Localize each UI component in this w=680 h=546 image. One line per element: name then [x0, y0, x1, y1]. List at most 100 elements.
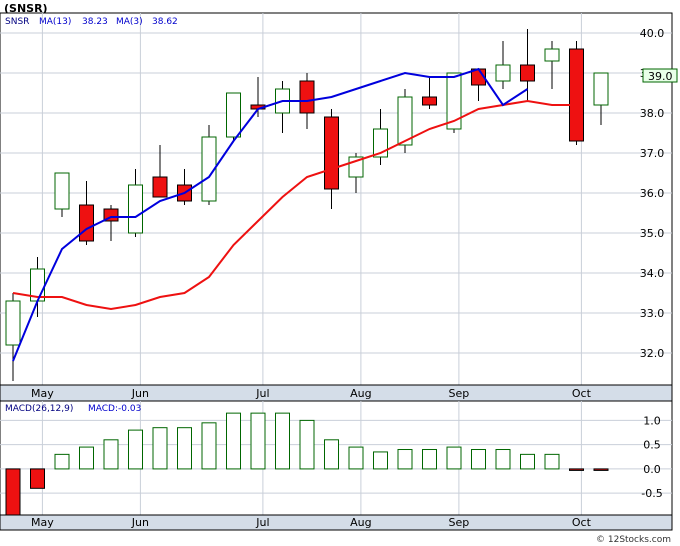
candle-body	[5, 300, 21, 346]
candle-up	[373, 109, 388, 165]
candle-body	[152, 176, 168, 198]
price-panel-frame	[0, 12, 673, 386]
candle-body	[422, 96, 437, 106]
candle-up	[446, 72, 462, 133]
candle-body	[128, 184, 143, 234]
price-y-tick-label: 37.0	[640, 147, 665, 160]
candle-body	[324, 116, 339, 190]
macd-y-tick-label: -0.5	[641, 487, 662, 500]
last-price-tag	[642, 68, 678, 83]
macd-bar	[446, 446, 462, 470]
candle-down	[520, 29, 535, 101]
price-x-axis-labels: May Jun Jul Aug Sep Oct	[31, 387, 592, 400]
macd-y-tick-label: 1.0	[643, 414, 661, 427]
legend-ticker: SNSR	[5, 17, 29, 27]
price-candles	[5, 29, 609, 381]
macd-date-axis-label: Oct	[572, 516, 592, 529]
date-axis-label: Jul	[255, 387, 269, 400]
candle-down	[422, 77, 437, 109]
macd-y-axis-labels: 1.0 0.5 0.0 -0.5	[641, 414, 662, 500]
candle-down	[569, 41, 584, 145]
candle-body	[446, 72, 462, 130]
macd-bar	[544, 453, 560, 470]
macd-bar	[275, 412, 290, 470]
macd-bar	[152, 427, 168, 470]
macd-bar	[471, 449, 486, 470]
macd-bar	[177, 427, 192, 470]
candle-body	[520, 64, 535, 82]
macd-legend-label: MACD(26,12,9)	[5, 404, 73, 414]
legend-ma3-value: 38.62	[152, 17, 178, 27]
candle-body	[569, 48, 584, 142]
candle-body	[54, 172, 70, 210]
date-axis-label: Oct	[572, 387, 592, 400]
candle-up	[5, 293, 21, 381]
macd-y-tick-label: 0.0	[643, 463, 661, 476]
candle-body	[79, 204, 94, 242]
macd-bar	[348, 446, 364, 470]
candle-up	[593, 72, 609, 125]
macd-date-axis-label: Jul	[255, 516, 269, 529]
macd-legend-value: MACD:-0.03	[88, 404, 141, 414]
macd-bar	[299, 419, 315, 470]
candle-body	[226, 92, 241, 138]
macd-date-axis-label: Sep	[449, 516, 470, 529]
candle-body	[593, 72, 609, 106]
macd-bar	[250, 412, 266, 470]
candle-down	[152, 145, 168, 198]
candle-up	[54, 172, 70, 217]
candle-body	[299, 80, 315, 114]
ma13-line	[12, 67, 529, 362]
macd-bar	[593, 468, 609, 471]
candle-up	[495, 41, 511, 89]
candle-body	[373, 128, 388, 158]
macd-x-axis-labels: May Jun Jul Aug Sep Oct	[31, 516, 592, 529]
date-axis-label: Aug	[350, 387, 371, 400]
price-y-tick-label: 38.0	[640, 107, 665, 120]
candle-up	[226, 92, 241, 141]
candle-body	[201, 136, 217, 202]
macd-bar	[128, 429, 143, 470]
price-y-tick-label: 34.0	[640, 267, 665, 280]
watermark: © 12Stocks.com	[596, 535, 671, 545]
macd-bar	[324, 439, 339, 470]
candle-up	[397, 89, 413, 153]
macd-date-axis-label: Jun	[131, 516, 149, 529]
candle-up	[201, 125, 217, 205]
moving-averages	[12, 67, 577, 362]
macd-bar	[30, 468, 45, 489]
macd-bar	[397, 449, 413, 470]
date-axis-label: Jun	[131, 387, 149, 400]
macd-bar	[54, 453, 70, 470]
legend-ma3-label: MA(3)	[116, 17, 143, 27]
price-y-tick-label: 35.0	[640, 227, 665, 240]
macd-bar	[422, 449, 437, 470]
macd-bar	[373, 451, 388, 470]
macd-bar	[520, 453, 535, 470]
candle-body	[544, 48, 560, 62]
date-axis-label: May	[31, 387, 54, 400]
price-y-tick-label: 32.0	[640, 347, 665, 360]
macd-bar	[79, 446, 94, 470]
date-axis-label: Sep	[449, 387, 470, 400]
macd-date-axis-label: May	[31, 516, 54, 529]
macd-bar	[495, 449, 511, 470]
macd-date-axis-strip	[0, 514, 673, 531]
macd-bars	[5, 412, 609, 518]
candle-up	[128, 169, 143, 237]
macd-bar	[569, 468, 584, 471]
last-price-value: 39.0	[648, 70, 673, 83]
macd-bar	[226, 412, 241, 470]
ma3-line	[12, 99, 577, 311]
candle-body	[495, 64, 511, 82]
macd-bar	[103, 439, 119, 470]
price-y-tick-label: 33.0	[640, 307, 665, 320]
candle-up	[544, 41, 560, 89]
legend-ma13-label: MA(13)	[39, 17, 71, 27]
macd-y-tick-label: 0.5	[643, 439, 661, 452]
macd-bar	[201, 422, 217, 470]
price-y-tick-label: 40.0	[640, 27, 665, 40]
candle-body	[397, 96, 413, 146]
price-y-tick-label: 36.0	[640, 187, 665, 200]
